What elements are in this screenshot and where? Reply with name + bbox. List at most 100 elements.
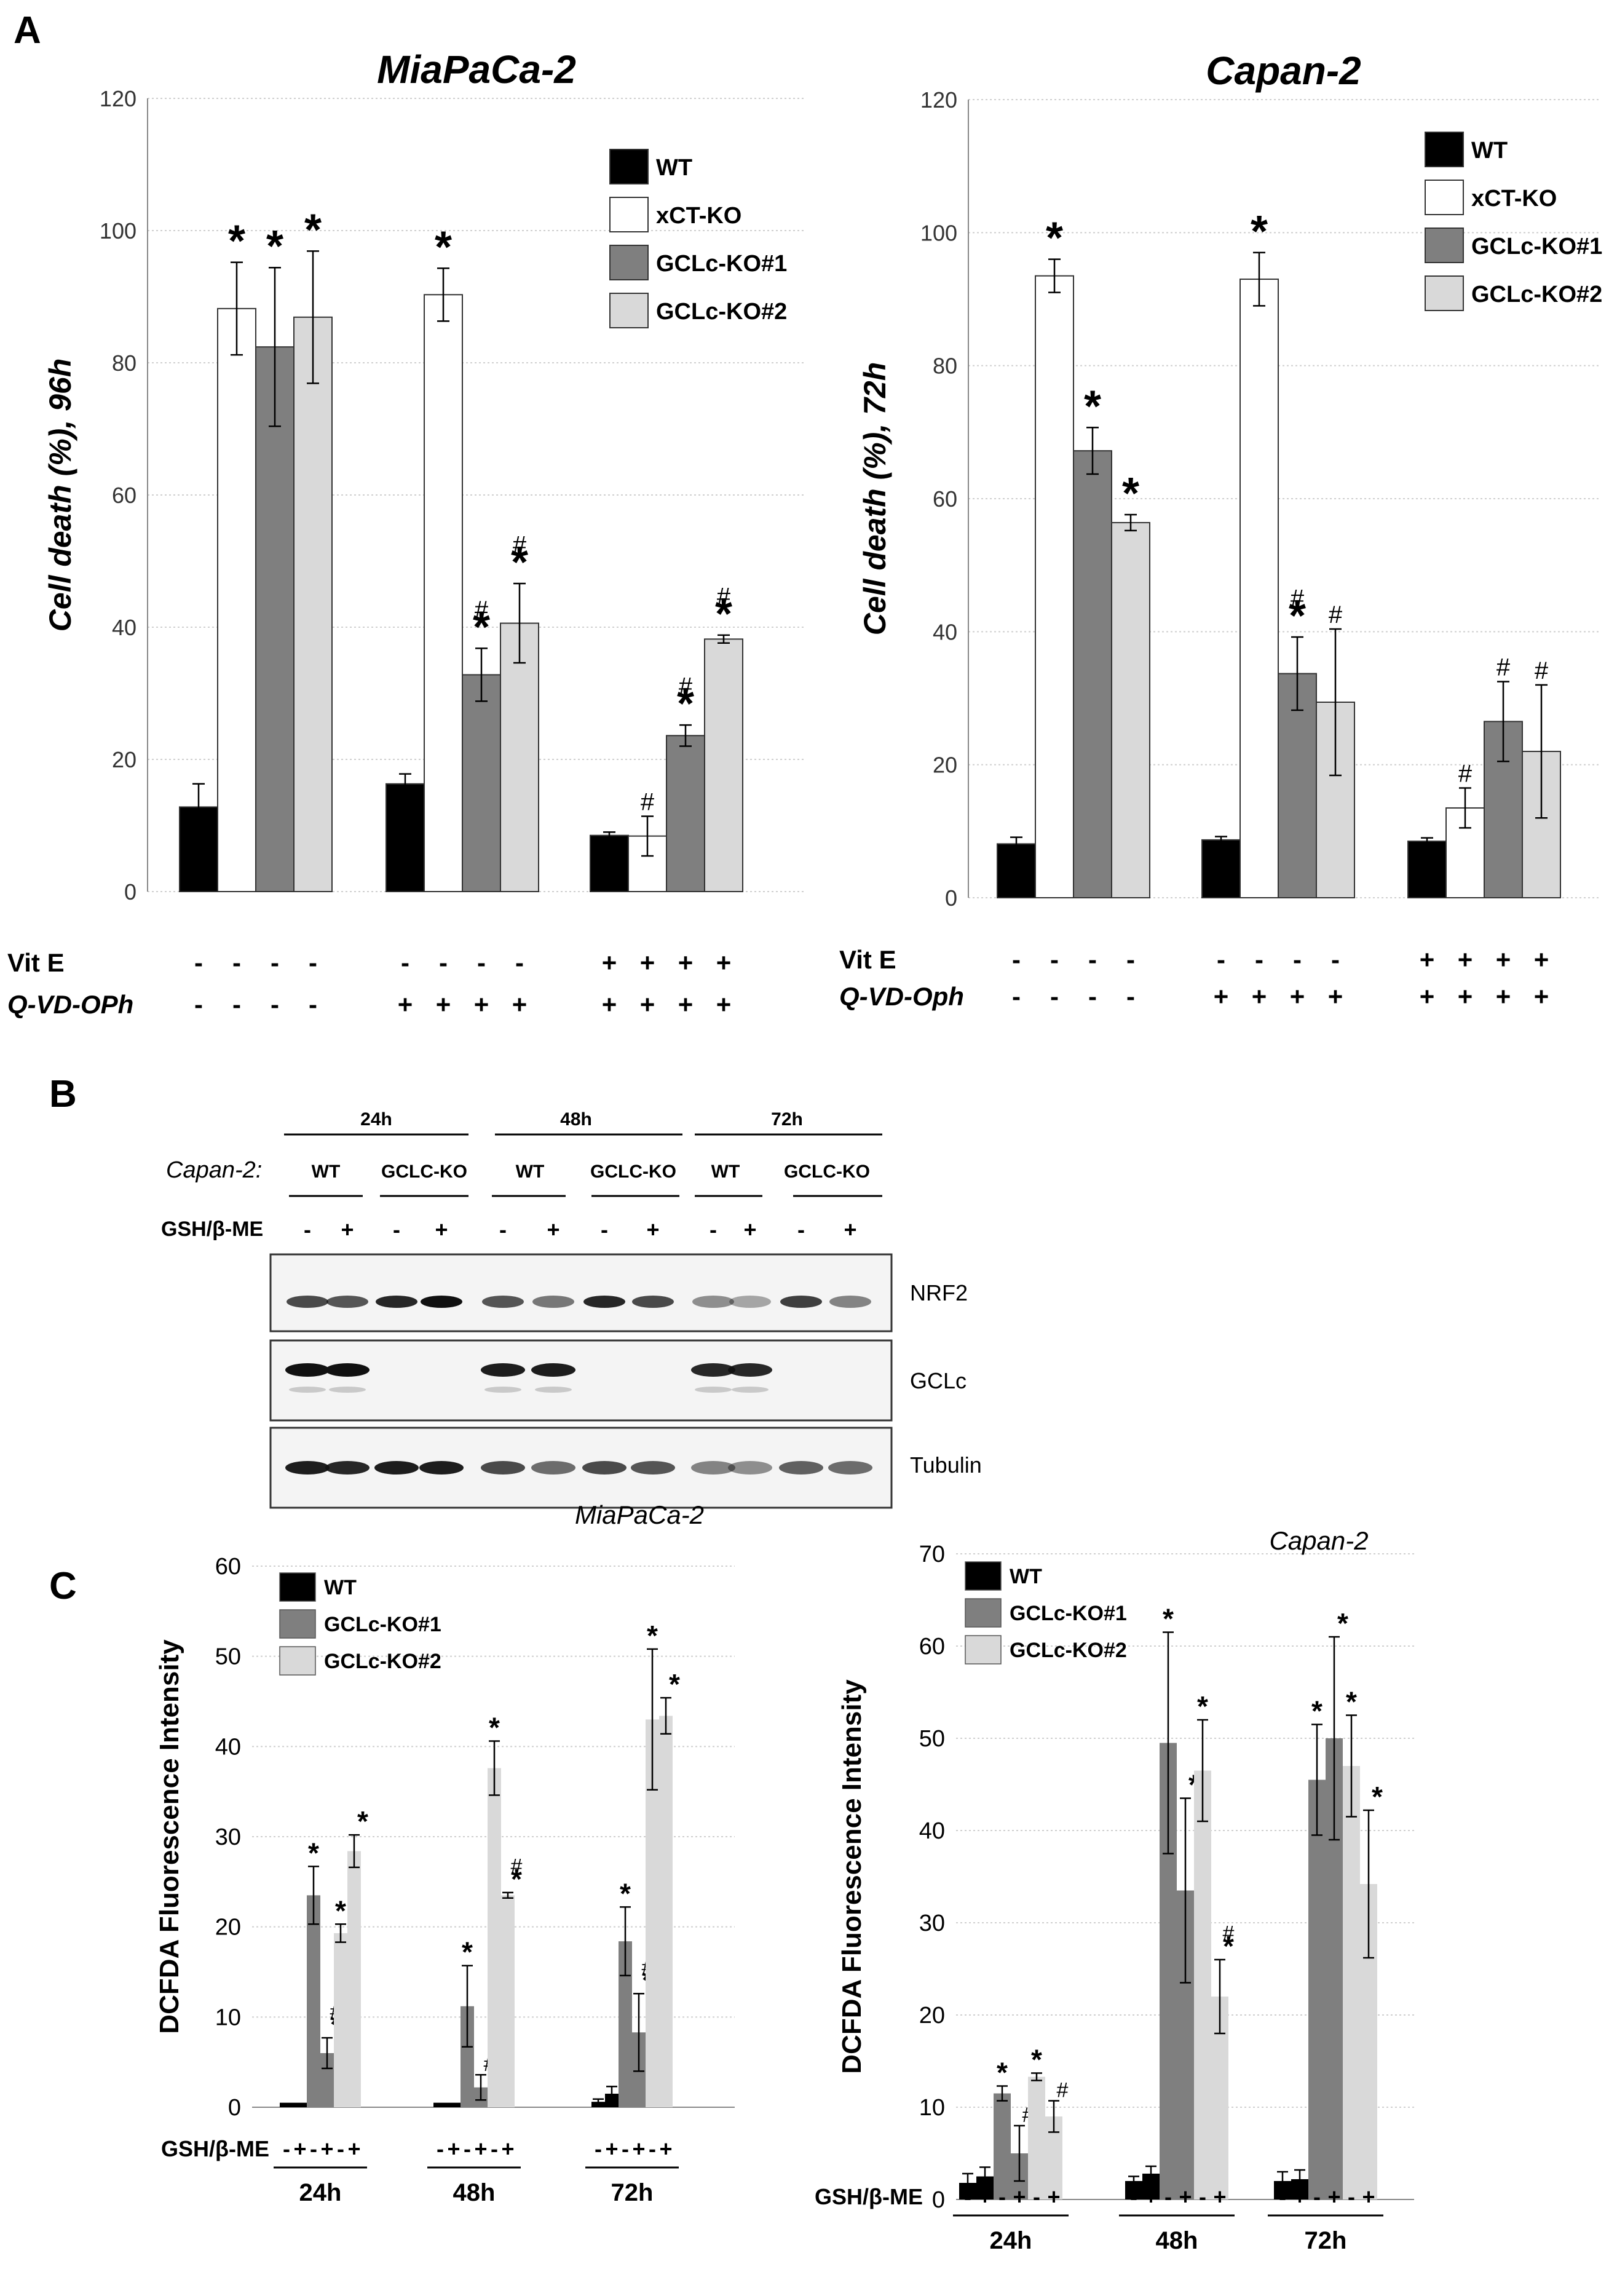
y-tick-label: 40 — [919, 1818, 945, 1844]
condition-sign: - — [1088, 982, 1097, 1011]
significance-star: * — [1122, 469, 1139, 518]
bar — [1278, 673, 1317, 899]
blot-sign: + — [646, 1217, 659, 1242]
bar — [280, 2102, 293, 2107]
treatment-label: GSH/β-ME — [815, 2184, 923, 2209]
significance-star: * — [1372, 1781, 1383, 1813]
panel-label-c: C — [49, 1565, 77, 1607]
condition-sign: - — [1126, 945, 1135, 974]
legend-label: GCLc-KO#2 — [324, 1650, 441, 1673]
significance-hash: # — [475, 596, 489, 623]
blot-sign: + — [743, 1217, 756, 1242]
legend-label: GCLc-KO#2 — [1010, 1639, 1127, 1662]
condition-sign: - — [1088, 945, 1097, 974]
significance-star: * — [1163, 1603, 1174, 1635]
condition-sign: + — [1534, 982, 1549, 1011]
condition-sign: - — [1217, 945, 1225, 974]
treatment-sign: + — [447, 2136, 460, 2161]
condition-sign: + — [474, 990, 489, 1019]
legend-label: WT — [656, 155, 692, 181]
condition-sign: - — [1255, 945, 1263, 974]
condition-sign: - — [439, 948, 448, 977]
y-tick-label: 80 — [933, 354, 957, 379]
condition-sign: - — [1126, 982, 1135, 1011]
treatment-sign: + — [347, 2136, 360, 2161]
blot-band-tubulin — [582, 1461, 627, 1475]
y-tick-label: 0 — [945, 885, 957, 911]
y-axis-label: Cell death (%), 72h — [858, 362, 892, 636]
blot-band-tubulin — [285, 1461, 330, 1475]
y-tick-label: 50 — [215, 1644, 241, 1670]
significance-star: * — [304, 205, 322, 255]
blot-band-gclc — [285, 1363, 330, 1377]
time-label: 24h — [990, 2227, 1032, 2254]
legend-swatch — [279, 1609, 316, 1639]
legend-label: GCLc-KO#2 — [1471, 282, 1602, 307]
y-tick-label: 20 — [919, 2003, 945, 2029]
legend-swatch — [609, 149, 649, 184]
condition-sign: + — [602, 990, 617, 1019]
significance-hash: # — [1535, 657, 1549, 684]
condition-sign: + — [716, 990, 732, 1019]
significance-star: * — [308, 1837, 319, 1869]
y-tick-label: 40 — [215, 1734, 241, 1760]
significance-hash: # — [1496, 654, 1511, 681]
bar — [659, 1716, 673, 2107]
blot-sign: + — [547, 1217, 559, 1242]
time-label: 48h — [453, 2179, 496, 2206]
bar — [997, 843, 1036, 899]
treatment-sign: + — [978, 2184, 991, 2209]
bar — [1035, 275, 1074, 898]
blot-frame-gclc — [269, 1339, 893, 1422]
treatment-sign: - — [337, 2136, 344, 2161]
bar — [293, 2102, 307, 2107]
legend-label: xCT-KO — [1471, 186, 1557, 212]
blot-band-nrf2 — [583, 1296, 625, 1308]
treatment-sign: + — [1179, 2184, 1192, 2209]
bar — [385, 783, 425, 893]
significance-hash: # — [1223, 1922, 1235, 1946]
blot-sign: + — [341, 1217, 354, 1242]
time-label: 72h — [611, 2179, 654, 2206]
y-tick-label: 10 — [215, 2005, 241, 2030]
condition-sign: - — [271, 948, 279, 977]
y-tick-label: 40 — [933, 619, 957, 644]
y-tick-label: 0 — [932, 2187, 945, 2213]
treatment-sign: + — [1047, 2184, 1060, 2209]
blot-band-gclc-minor — [484, 1387, 521, 1393]
blot-band-gclc-minor — [329, 1387, 366, 1393]
bar — [293, 316, 333, 892]
chart-cell-death-miapaca: 0 20 40 60 80 100 120 MiaPaCa-2 Cell death (%), … — [7, 47, 805, 1019]
blot-time-label: 24h — [360, 1109, 392, 1130]
significance-star: * — [266, 222, 283, 271]
blot-band-gclc — [728, 1363, 772, 1377]
treatment-sign: + — [320, 2136, 333, 2161]
blot-band-gclc — [691, 1363, 735, 1377]
blot-genotype-label: WT — [711, 1162, 740, 1182]
condition-sign: + — [512, 990, 528, 1019]
bar — [704, 638, 743, 892]
blot-band-nrf2 — [287, 1296, 328, 1308]
significance-star: * — [511, 538, 528, 587]
treatment-sign: + — [1144, 2184, 1157, 2209]
significance-star: * — [1251, 207, 1268, 256]
blot-band-nrf2 — [632, 1296, 674, 1308]
blot-band-tubulin — [631, 1461, 675, 1475]
bar — [488, 1768, 501, 2107]
blot-sign: - — [710, 1217, 717, 1242]
y-tick-label: 20 — [112, 747, 136, 772]
time-label: 72h — [1305, 2227, 1347, 2254]
condition-sign: + — [1214, 982, 1229, 1011]
significance-hash: # — [513, 531, 527, 558]
treatment-sign: + — [659, 2136, 672, 2161]
legend-swatch — [1425, 275, 1464, 311]
y-tick-label: 10 — [919, 2095, 945, 2121]
chart-dcfda-capan: 0 10 20 30 40 50 60 70 Capan-2 DCFDA Fluorescence… — [815, 1526, 1414, 2254]
blot-genotype-label: GCLC-KO — [381, 1162, 467, 1182]
blot-band-tubulin — [325, 1461, 370, 1475]
legend-label: WT — [1010, 1565, 1042, 1588]
significance-star: * — [1346, 1686, 1357, 1718]
bar — [1407, 841, 1447, 899]
y-tick-label: 70 — [919, 1542, 945, 1567]
